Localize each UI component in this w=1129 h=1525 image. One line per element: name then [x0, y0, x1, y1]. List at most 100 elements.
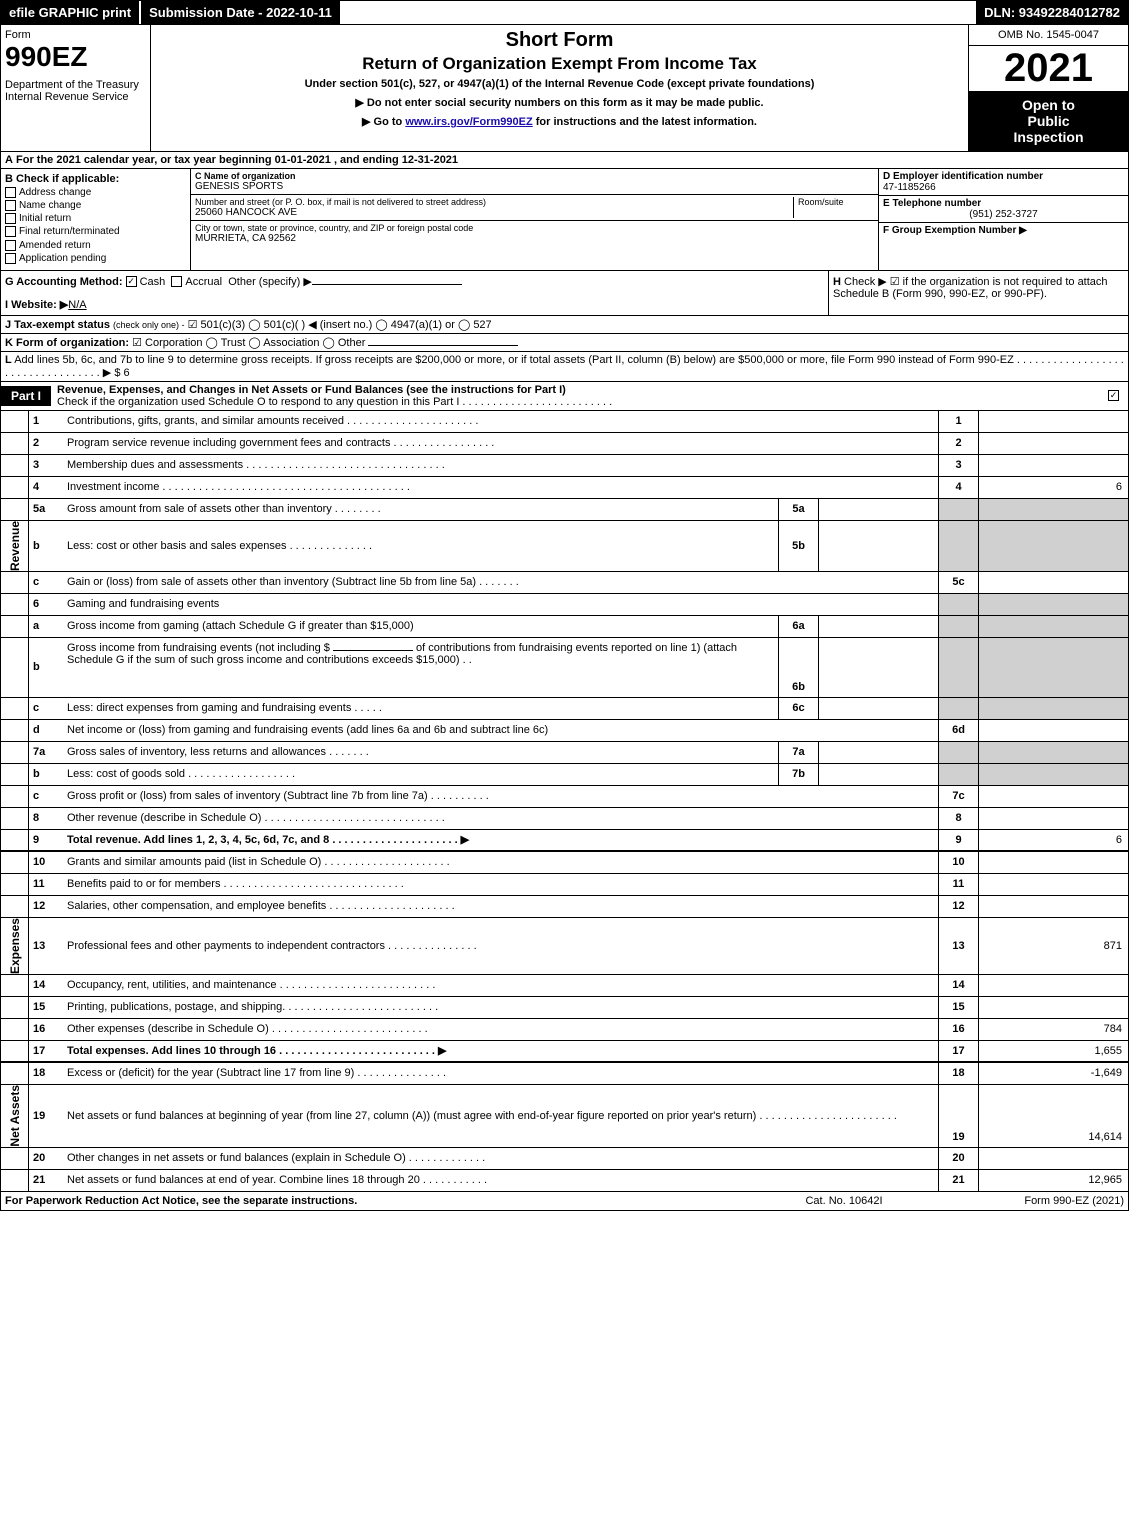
line-5b: Revenue b Less: cost or other basis and … [1, 521, 1128, 572]
l7c-num: c [29, 786, 63, 807]
b-opt-4-label: Amended return [19, 240, 91, 251]
a-text: For the 2021 calendar year, or tax year … [16, 154, 458, 166]
department-label: Department of the Treasury Internal Reve… [5, 79, 146, 103]
b-opt-final-return[interactable]: Final return/terminated [5, 226, 186, 237]
c-street-value: 25060 HANCOCK AVE [195, 207, 789, 218]
l7b-rnum-shaded [938, 764, 978, 785]
efile-label[interactable]: efile GRAPHIC print [1, 1, 139, 24]
l6a-rval-shaded [978, 616, 1128, 637]
h-text: Check ▶ ☑ if the organization is not req… [833, 276, 1108, 300]
side-cell [1, 572, 29, 593]
line-6: 6 Gaming and fundraising events [1, 594, 1128, 616]
side-cell [1, 997, 29, 1018]
c-street-cell: Number and street (or P. O. box, if mail… [191, 195, 878, 221]
l6-desc: Gaming and fundraising events [63, 594, 938, 615]
l21-num: 21 [29, 1170, 63, 1191]
l14-rnum: 14 [938, 975, 978, 996]
b-opt-3-label: Final return/terminated [19, 227, 120, 238]
line-11: 11 Benefits paid to or for members . . .… [1, 874, 1128, 896]
checkbox-accrual-icon[interactable] [171, 276, 182, 287]
l5b-sv [818, 521, 938, 571]
line-4: 4 Investment income . . . . . . . . . . … [1, 477, 1128, 499]
l7c-rnum: 7c [938, 786, 978, 807]
omb-number: OMB No. 1545-0047 [969, 25, 1128, 46]
line-21: 21 Net assets or fund balances at end of… [1, 1170, 1128, 1192]
submission-date-label: Submission Date - 2022-10-11 [139, 1, 340, 24]
b-header: Check if applicable: [16, 173, 119, 185]
l5b-rval-shaded [978, 521, 1128, 571]
l5b-desc: Less: cost or other basis and sales expe… [63, 521, 778, 571]
l5c-desc: Gain or (loss) from sale of assets other… [63, 572, 938, 593]
line-6d: d Net income or (loss) from gaming and f… [1, 720, 1128, 742]
l13-desc: Professional fees and other payments to … [63, 918, 938, 974]
b-opt-application-pending[interactable]: Application pending [5, 253, 186, 264]
l6-num: 6 [29, 594, 63, 615]
part1-header: Part I Revenue, Expenses, and Changes in… [0, 382, 1129, 411]
side-cell [1, 975, 29, 996]
l5a-rval-shaded [978, 499, 1128, 520]
l20-rnum: 20 [938, 1148, 978, 1169]
side-cell [1, 1041, 29, 1061]
irs-link[interactable]: www.irs.gov/Form990EZ [405, 116, 532, 128]
l6-rnum-shaded [938, 594, 978, 615]
line-12: 12 Salaries, other compensation, and emp… [1, 896, 1128, 918]
checkbox-icon[interactable] [5, 200, 16, 211]
l19-num: 19 [29, 1085, 63, 1147]
side-cell [1, 499, 29, 520]
b-opt-initial-return[interactable]: Initial return [5, 213, 186, 224]
line-7c: c Gross profit or (loss) from sales of i… [1, 786, 1128, 808]
l6a-desc: Gross income from gaming (attach Schedul… [63, 616, 778, 637]
dln-label: DLN: 93492284012782 [976, 1, 1128, 24]
checkbox-part1-icon[interactable]: ✓ [1108, 390, 1119, 401]
b-label: B [5, 173, 13, 185]
l-text: Add lines 5b, 6c, and 7b to line 9 to de… [5, 354, 1124, 379]
section-c: C Name of organization GENESIS SPORTS Nu… [191, 169, 878, 270]
checkbox-cash-icon[interactable]: ✓ [126, 276, 137, 287]
side-cell [1, 594, 29, 615]
l11-num: 11 [29, 874, 63, 895]
checkbox-icon[interactable] [5, 240, 16, 251]
l20-num: 20 [29, 1148, 63, 1169]
section-j: J Tax-exempt status (check only one) - ☑… [0, 316, 1129, 334]
l10-rnum: 10 [938, 852, 978, 873]
goto-post: for instructions and the latest informat… [533, 116, 757, 128]
line-9: 9 Total revenue. Add lines 1, 2, 3, 4, 5… [1, 830, 1128, 852]
section-a: A For the 2021 calendar year, or tax yea… [0, 152, 1129, 169]
l12-desc: Salaries, other compensation, and employ… [63, 896, 938, 917]
b-opt-5-label: Application pending [19, 253, 106, 264]
l5a-sv [818, 499, 938, 520]
l4-rnum: 4 [938, 477, 978, 498]
line-5a: 5a Gross amount from sale of assets othe… [1, 499, 1128, 521]
l2-rval [978, 433, 1128, 454]
section-h: H Check ▶ ☑ if the organization is not r… [828, 271, 1128, 315]
l20-desc: Other changes in net assets or fund bala… [63, 1148, 938, 1169]
l6b-sv [818, 638, 938, 697]
l13-rnum: 13 [938, 918, 978, 974]
goto-pre: ▶ Go to [362, 116, 405, 128]
side-cell [1, 616, 29, 637]
checkbox-icon[interactable] [5, 187, 16, 198]
bullet-ssn: ▶ Do not enter social security numbers o… [155, 96, 964, 109]
l6b-rval-shaded [978, 638, 1128, 697]
l5c-num: c [29, 572, 63, 593]
b-opt-address-change[interactable]: Address change [5, 187, 186, 198]
footer-left: For Paperwork Reduction Act Notice, see … [5, 1195, 744, 1207]
checkbox-icon[interactable] [5, 213, 16, 224]
l8-rval [978, 808, 1128, 829]
l-label: L [5, 354, 12, 366]
line-17: 17 Total expenses. Add lines 10 through … [1, 1041, 1128, 1063]
l9-desc: Total revenue. Add lines 1, 2, 3, 4, 5c,… [63, 830, 938, 850]
b-opt-name-change[interactable]: Name change [5, 200, 186, 211]
part1-title: Revenue, Expenses, and Changes in Net As… [57, 384, 566, 396]
footer-right: Form 990-EZ (2021) [944, 1195, 1124, 1207]
l15-desc: Printing, publications, postage, and shi… [63, 997, 938, 1018]
c-name-label: C Name of organization [195, 171, 874, 181]
side-expenses-label-cell: Expenses [1, 918, 29, 974]
l16-num: 16 [29, 1019, 63, 1040]
checkbox-icon[interactable] [5, 226, 16, 237]
l3-desc: Membership dues and assessments . . . . … [63, 455, 938, 476]
b-opt-amended-return[interactable]: Amended return [5, 240, 186, 251]
side-cell [1, 786, 29, 807]
checkbox-icon[interactable] [5, 253, 16, 264]
l7b-rval-shaded [978, 764, 1128, 785]
